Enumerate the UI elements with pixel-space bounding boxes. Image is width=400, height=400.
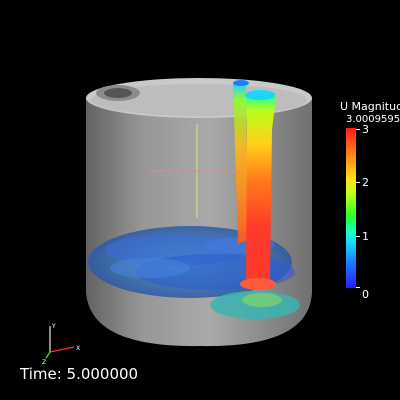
axis-z-label: Z <box>42 359 46 366</box>
axis-x-label: X <box>76 345 80 352</box>
time-annotation: Time: 5.000000 <box>20 365 139 383</box>
tick-label-1: 1 <box>362 230 369 243</box>
velocity-plume <box>233 80 276 290</box>
axis-y-label: Y <box>51 323 56 330</box>
tick-label-2: 2 <box>362 176 369 189</box>
color-bar <box>346 128 356 288</box>
tick-mark <box>356 287 360 288</box>
legend-title: U Magnitude <box>340 100 400 113</box>
tick-label-0: 0 <box>362 288 369 301</box>
center-crosshair <box>150 124 240 218</box>
orientation-axes-widget: Y X Z <box>42 323 80 366</box>
tick-mark <box>356 236 360 237</box>
tick-label-3: 3 <box>362 123 369 136</box>
legend-max-value: 3.0009595 <box>346 114 400 125</box>
tick-mark <box>356 182 360 183</box>
tick-mark <box>356 129 360 130</box>
